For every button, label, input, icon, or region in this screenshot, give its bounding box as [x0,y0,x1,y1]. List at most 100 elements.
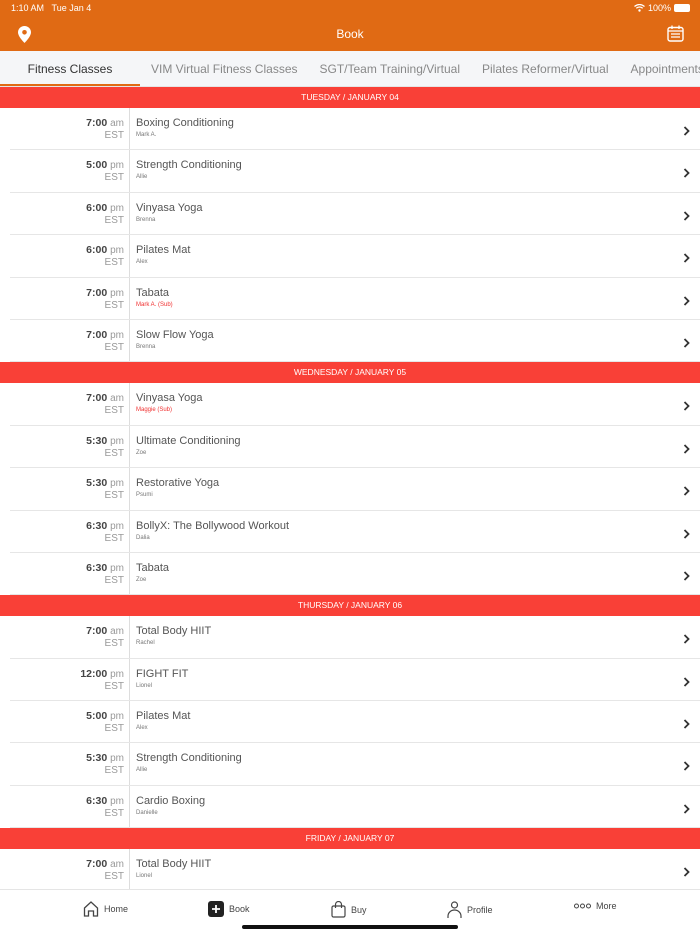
nav-label: Book [229,904,250,914]
class-time: 7:00 am EST [10,108,130,150]
timezone: EST [104,490,124,502]
chevron-right-icon[interactable] [683,864,690,882]
am-pm: pm [110,202,124,214]
page-title: Book [336,27,364,41]
am-pm: am [110,626,124,638]
location-pin-icon[interactable] [18,26,31,43]
shopping-bag-icon [331,901,346,918]
chevron-right-icon[interactable] [683,398,690,416]
class-row[interactable]: 7:00 am EST Total Body HIIT Lionel [10,849,700,892]
class-row[interactable]: 6:30 pm EST Cardio Boxing Danielle [10,785,700,829]
calendar-icon[interactable] [667,25,684,42]
class-name: Boxing Conditioning [136,117,234,129]
timezone: EST [104,214,124,226]
timezone: EST [104,341,124,353]
instructor-name: Allie [136,174,148,181]
tab-fitness-classes[interactable]: Fitness Classes [0,51,140,86]
class-time: 7:00 am EST [10,849,130,891]
class-row[interactable]: 5:30 pm EST Ultimate Conditioning Zoe [10,425,700,469]
more-dots-icon [574,903,591,909]
instructor-name: Lionel [136,873,153,880]
date: Tue Jan 4 [51,3,92,13]
class-time: 5:30 pm EST [10,425,130,468]
chevron-right-icon[interactable] [683,208,690,226]
chevron-right-icon[interactable] [683,631,690,649]
app-header: 1:10 AM Tue Jan 4 100% Book [0,0,700,51]
instructor-name: Allie [136,767,148,774]
timezone: EST [104,807,124,819]
nav-profile[interactable]: Profile [447,901,493,918]
class-name: BollyX: The Bollywood Workout [136,519,290,532]
class-row[interactable]: 5:30 pm EST Restorative Yoga Psumi [10,468,700,511]
class-row[interactable]: 12:00 pm EST FIGHT FIT Lionel [10,658,700,702]
home-icon [83,901,99,917]
class-row[interactable]: 6:00 pm EST Pilates Mat Alex [10,235,700,278]
home-indicator[interactable] [242,925,458,929]
class-name: Restorative Yoga [136,477,220,490]
instructor-name: Maggie (Sub) [136,407,173,414]
instructor-name: Danielle [136,809,158,816]
timezone: EST [104,299,124,311]
class-row[interactable]: 6:00 pm EST Vinyasa Yoga Brenna [10,192,700,236]
class-time: 7:00 pm EST [10,319,130,362]
am-pm: pm [110,520,124,532]
class-row[interactable]: 5:00 pm EST Pilates Mat Alex [10,701,700,744]
tab-appointments[interactable]: Appointments [630,62,700,76]
nav-buy[interactable]: Buy [331,901,367,918]
tab-sgt-team-training-virtual[interactable]: SGT/Team Training/Virtual [319,62,461,76]
chevron-right-icon[interactable] [683,293,690,311]
am-pm: am [110,118,124,129]
timezone: EST [104,532,124,544]
nav-more[interactable]: More [574,901,617,911]
class-row[interactable]: 6:30 pm EST Tabata Zoe [10,552,700,596]
class-time: 7:00 am EST [10,616,130,658]
chevron-right-icon[interactable] [683,441,690,459]
timezone: EST [104,574,124,586]
class-time: 12:00 pm EST [10,658,130,701]
chevron-right-icon[interactable] [683,801,690,819]
chevron-right-icon[interactable] [683,568,690,586]
class-name: Tabata [136,561,170,574]
day-section-header: TUESDAY / JANUARY 04 [0,87,700,108]
class-row[interactable]: 7:00 pm EST Slow Flow Yoga Brenna [10,319,700,363]
chevron-right-icon[interactable] [683,165,690,183]
chevron-right-icon[interactable] [683,526,690,544]
instructor-name: Alex [136,725,148,732]
class-row[interactable]: 7:00 am EST Boxing Conditioning Mark A. [10,108,700,151]
nav-label: More [596,901,617,911]
timezone: EST [104,765,124,777]
chevron-right-icon[interactable] [683,250,690,268]
class-row[interactable]: 7:00 pm EST Tabata Mark A. (Sub) [10,277,700,320]
status-time: 1:10 AM Tue Jan 4 [11,3,91,13]
nav-home[interactable]: Home [83,901,128,917]
chevron-right-icon[interactable] [683,335,690,353]
instructor-name: Psumi [136,492,153,499]
chevron-right-icon[interactable] [683,674,690,692]
instructor-name: Dalia [136,534,150,541]
class-schedule-list: TUESDAY / JANUARY 04 7:00 am EST Boxing Con… [0,87,700,892]
class-time: 6:30 pm EST [10,785,130,828]
time-value: 5:00 [86,710,108,723]
tab-pilates-reformer-virtual[interactable]: Pilates Reformer/Virtual [482,62,609,76]
instructor-name: Rachel [136,640,155,647]
class-row[interactable]: 7:00 am EST Vinyasa Yoga Maggie (Sub) [10,383,700,426]
chevron-right-icon[interactable] [683,483,690,501]
nav-book[interactable]: Book [208,901,250,917]
class-row[interactable]: 5:30 pm EST Strength Conditioning Allie [10,743,700,786]
time-value: 12:00 [80,667,108,680]
time-value: 6:30 [86,794,108,807]
class-row[interactable]: 5:00 pm EST Strength Conditioning Allie [10,150,700,193]
chevron-right-icon[interactable] [683,758,690,776]
class-row[interactable]: 7:00 am EST Total Body HIIT Rachel [10,616,700,659]
time-value: 7:00 [86,392,108,405]
time-value: 5:30 [86,752,108,765]
class-name: Total Body HIIT [136,858,212,871]
status-right: 100% [634,3,690,13]
chevron-right-icon[interactable] [683,123,690,141]
time-value: 6:30 [86,561,108,574]
timezone: EST [104,871,124,883]
tab-vim-virtual-fitness-classes[interactable]: VIM Virtual Fitness Classes [151,62,298,76]
chevron-right-icon[interactable] [683,716,690,734]
timezone: EST [104,172,124,184]
class-row[interactable]: 6:30 pm EST BollyX: The Bollywood Workout D… [10,510,700,553]
